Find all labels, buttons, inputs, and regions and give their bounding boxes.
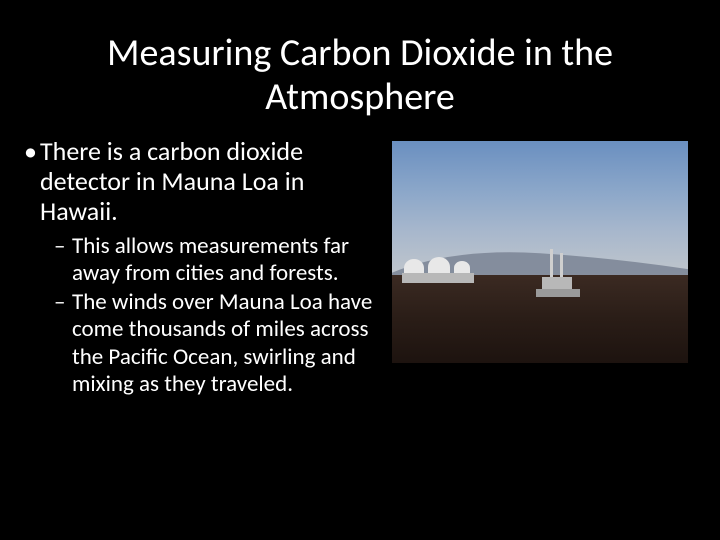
bullet-level2: – The winds over Mauna Loa have come tho… <box>54 289 384 398</box>
photo-ground <box>392 275 688 364</box>
observatory-photo <box>392 141 688 363</box>
photo-equipment <box>536 289 580 297</box>
bullet-marker: – <box>54 289 72 316</box>
photo-building <box>402 273 474 283</box>
bullet-level2: – This allows measurements far away from… <box>54 233 384 287</box>
bullet-marker: • <box>22 137 40 167</box>
bullet-text: The winds over Mauna Loa have come thous… <box>72 289 384 398</box>
content-row: • There is a carbon dioxide detector in … <box>0 137 720 399</box>
slide: Measuring Carbon Dioxide in the Atmosphe… <box>0 0 720 540</box>
image-column <box>392 137 702 363</box>
text-column: • There is a carbon dioxide detector in … <box>22 137 392 399</box>
bullet-level1: • There is a carbon dioxide detector in … <box>22 137 384 227</box>
bullet-marker: – <box>54 233 72 260</box>
bullet-text: There is a carbon dioxide detector in Ma… <box>40 137 384 227</box>
bullet-text: This allows measurements far away from c… <box>72 233 384 287</box>
slide-title: Measuring Carbon Dioxide in the Atmosphe… <box>0 0 720 119</box>
